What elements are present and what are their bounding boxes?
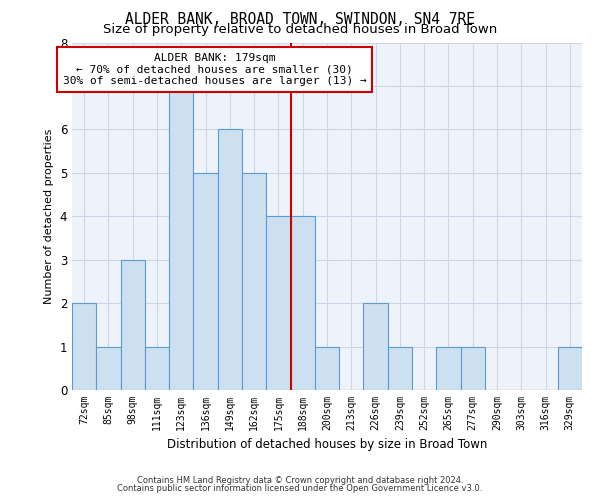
Bar (121, 260, 145, 390)
Bar (364, 303, 388, 390)
Bar (96, 346, 121, 390)
Text: Contains HM Land Registry data © Crown copyright and database right 2024.: Contains HM Land Registry data © Crown c… (137, 476, 463, 485)
Text: Contains public sector information licensed under the Open Government Licence v3: Contains public sector information licen… (118, 484, 482, 493)
Text: ALDER BANK: 179sqm
← 70% of detached houses are smaller (30)
30% of semi-detache: ALDER BANK: 179sqm ← 70% of detached hou… (63, 53, 367, 86)
Bar (193, 173, 218, 390)
Bar (218, 130, 242, 390)
Bar (72, 303, 96, 390)
Bar (388, 346, 412, 390)
Bar (169, 86, 193, 390)
X-axis label: Distribution of detached houses by size in Broad Town: Distribution of detached houses by size … (167, 438, 487, 452)
Bar (436, 346, 461, 390)
Bar (145, 346, 169, 390)
Text: ALDER BANK, BROAD TOWN, SWINDON, SN4 7RE: ALDER BANK, BROAD TOWN, SWINDON, SN4 7RE (125, 12, 475, 28)
Bar (315, 346, 339, 390)
Y-axis label: Number of detached properties: Number of detached properties (44, 128, 54, 304)
Bar (461, 346, 485, 390)
Bar (558, 346, 582, 390)
Bar (242, 173, 266, 390)
Bar (290, 216, 315, 390)
Text: Size of property relative to detached houses in Broad Town: Size of property relative to detached ho… (103, 24, 497, 36)
Bar (266, 216, 290, 390)
